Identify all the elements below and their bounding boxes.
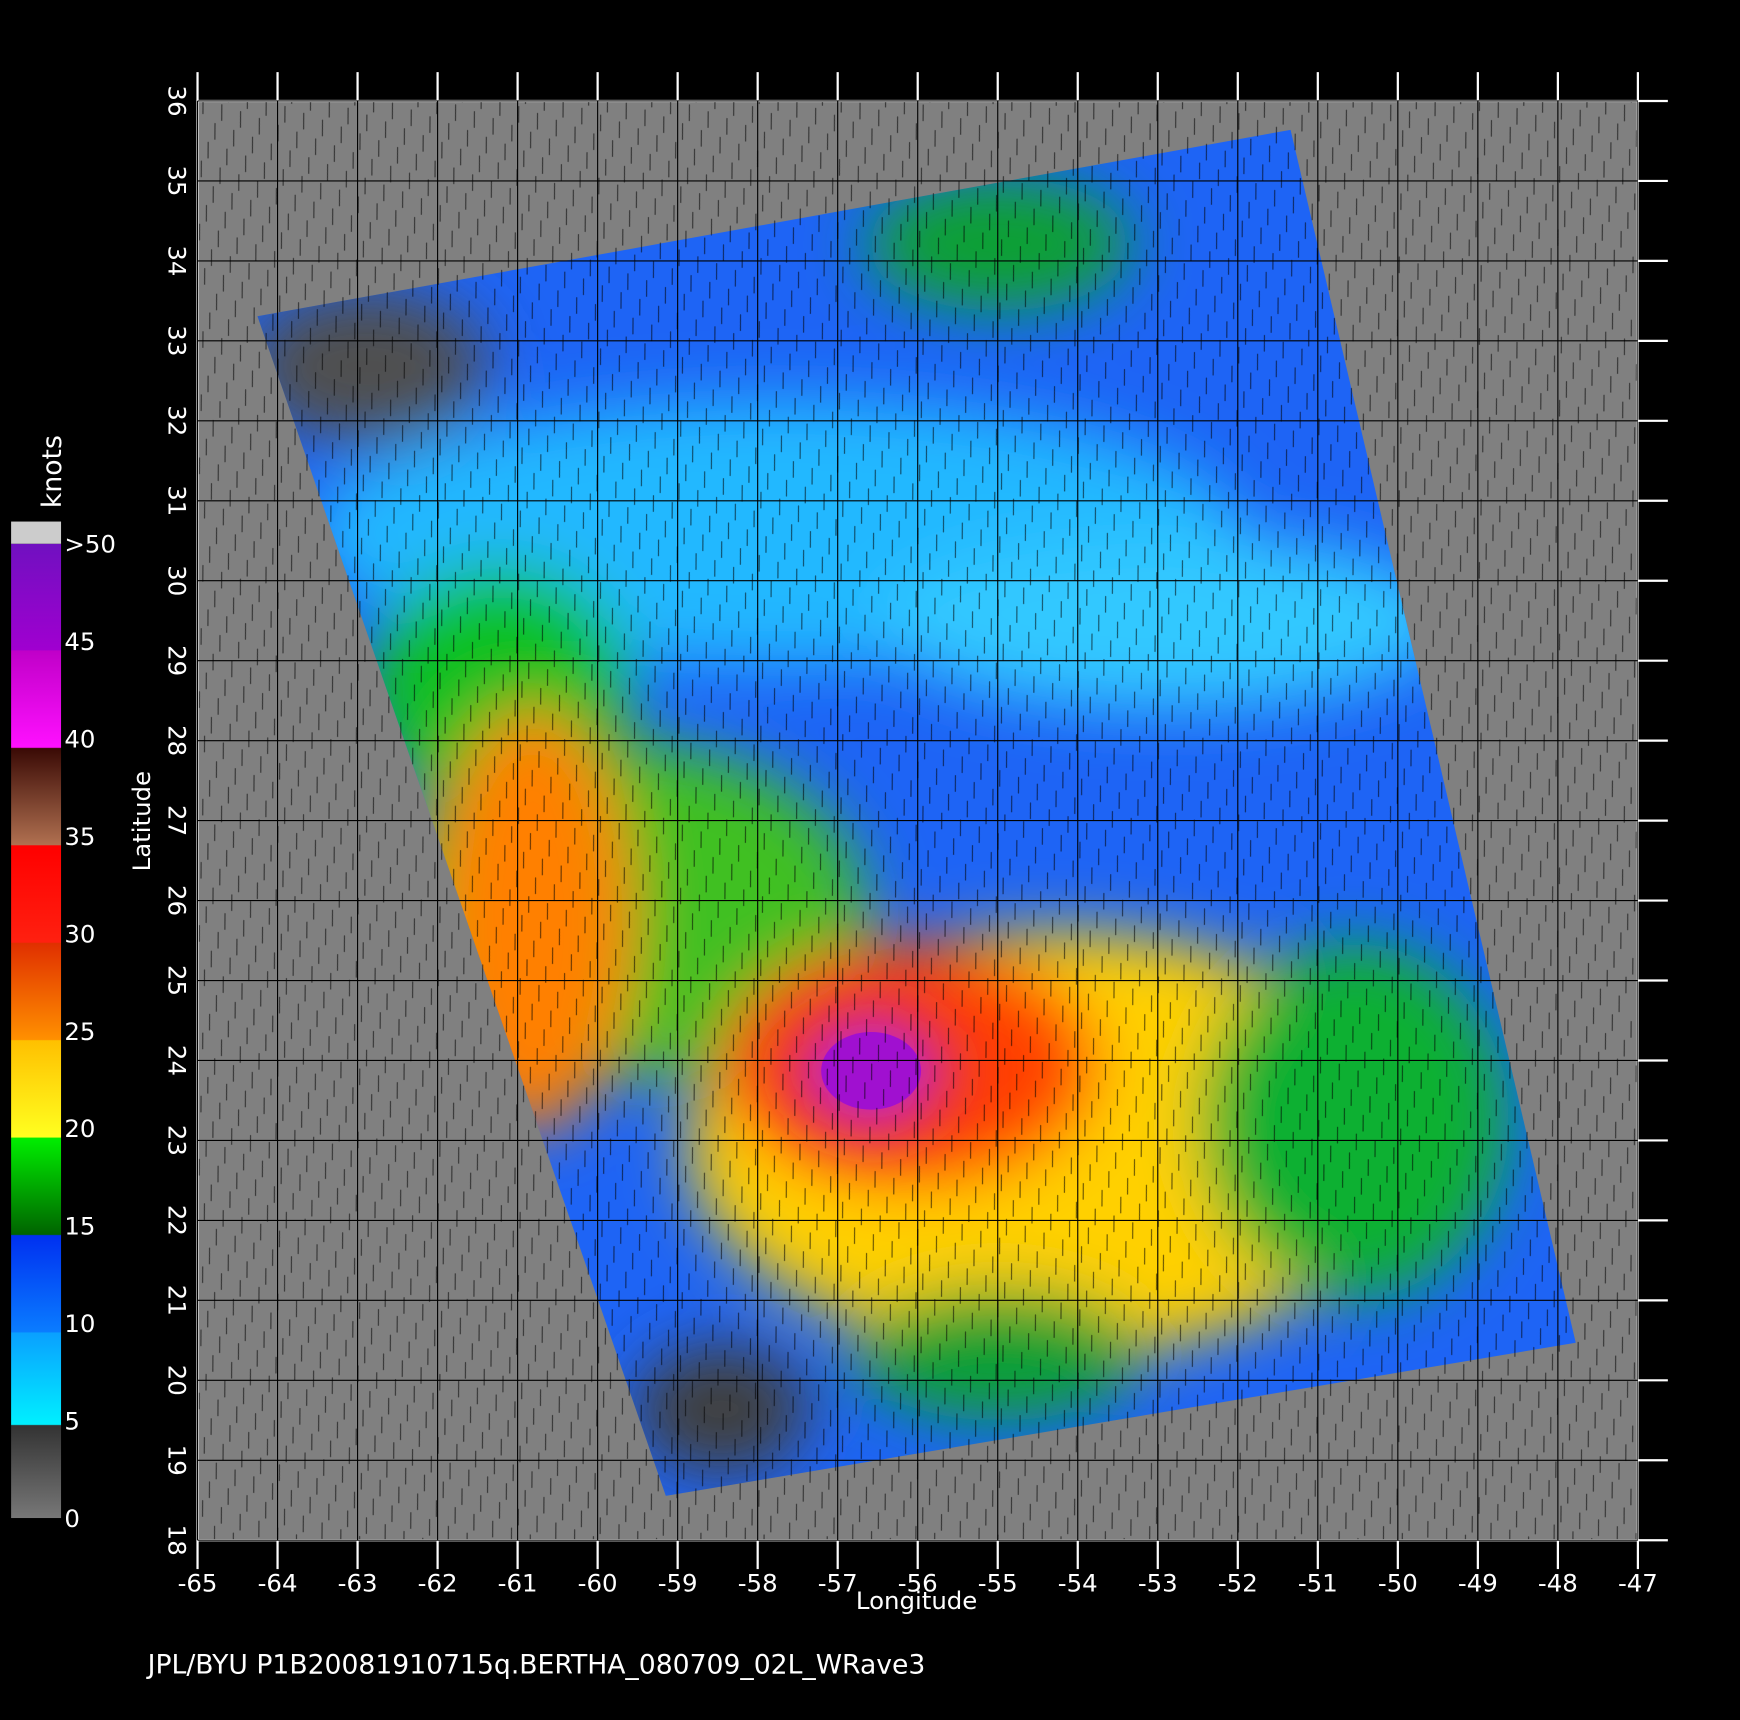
footer: JPL/BYU P1B20081910715q.BERTHA_080709_02… bbox=[146, 1649, 926, 1680]
x-tick-label: -47 bbox=[1618, 1568, 1658, 1597]
x-tick-label: -62 bbox=[418, 1568, 458, 1597]
colorbar-label: 40 bbox=[64, 724, 95, 753]
colorbar-label: 20 bbox=[64, 1114, 95, 1143]
y-tick-label: 24 bbox=[163, 1045, 192, 1076]
colorbar-label: 25 bbox=[64, 1017, 95, 1046]
y-tick-label: 23 bbox=[163, 1125, 192, 1156]
colorbar bbox=[11, 543, 62, 1519]
x-tick-label: -51 bbox=[1298, 1568, 1338, 1597]
colorbar-label: 0 bbox=[64, 1504, 80, 1533]
y-tick-label: 29 bbox=[163, 645, 192, 676]
colorbar-label: 15 bbox=[64, 1212, 95, 1241]
colorbar-label: >50 bbox=[64, 530, 116, 559]
y-tick-label: 31 bbox=[163, 485, 192, 516]
x-tick-label: -60 bbox=[578, 1568, 618, 1597]
colorbar-label: 35 bbox=[64, 822, 95, 851]
y-axis-title: Latitude bbox=[127, 771, 156, 871]
swath bbox=[257, 129, 1576, 1496]
y-tick-label: 35 bbox=[163, 165, 192, 196]
y-tick-label: 19 bbox=[163, 1445, 192, 1476]
y-tick-label: 30 bbox=[163, 565, 192, 596]
y-tick-label: 34 bbox=[163, 245, 192, 276]
x-axis-title: Longitude bbox=[856, 1586, 977, 1615]
x-tick-label: -64 bbox=[258, 1568, 298, 1597]
x-tick-label: -53 bbox=[1138, 1568, 1178, 1597]
x-tick-label: -55 bbox=[978, 1568, 1018, 1597]
x-tick-label: -58 bbox=[738, 1568, 778, 1597]
y-tick-label: 22 bbox=[163, 1205, 192, 1236]
x-tick-label: -57 bbox=[818, 1568, 858, 1597]
y-tick-label: 20 bbox=[163, 1365, 192, 1396]
y-tick-label: 32 bbox=[163, 405, 192, 436]
y-tick-label: 28 bbox=[163, 725, 192, 756]
y-tick-label: 36 bbox=[163, 85, 192, 116]
x-tick-label: -48 bbox=[1538, 1568, 1578, 1597]
colorbar-label: 10 bbox=[64, 1309, 95, 1338]
x-tick-label: -49 bbox=[1458, 1568, 1498, 1597]
colorbar-overflow bbox=[11, 521, 62, 544]
x-tick-label: -54 bbox=[1058, 1568, 1098, 1597]
y-tick-label: 18 bbox=[163, 1525, 192, 1556]
x-tick-label: -61 bbox=[498, 1568, 538, 1597]
y-tick-label: 26 bbox=[163, 885, 192, 916]
colorbar-label: 30 bbox=[64, 919, 95, 948]
x-tick-label: -59 bbox=[658, 1568, 698, 1597]
colorbar-title: knots bbox=[37, 435, 68, 508]
colorbar-label: 5 bbox=[64, 1406, 80, 1435]
y-tick-label: 33 bbox=[163, 325, 192, 356]
x-tick-label: -63 bbox=[338, 1568, 378, 1597]
x-tick-label: -50 bbox=[1378, 1568, 1418, 1597]
x-tick-label: -56 bbox=[898, 1568, 938, 1597]
colorbar-label: 45 bbox=[64, 627, 95, 656]
x-tick-label: -65 bbox=[178, 1568, 218, 1597]
y-tick-label: 21 bbox=[163, 1285, 192, 1316]
y-tick-label: 27 bbox=[163, 805, 192, 836]
y-tick-label: 25 bbox=[163, 965, 192, 996]
x-tick-label: -52 bbox=[1218, 1568, 1258, 1597]
